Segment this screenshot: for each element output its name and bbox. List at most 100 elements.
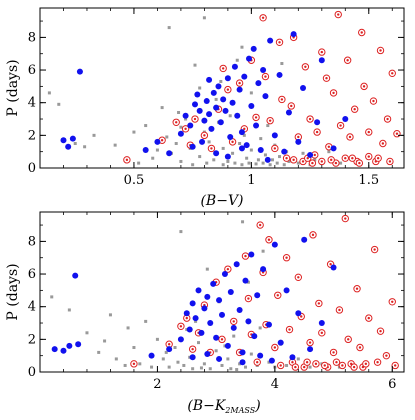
gray-point (167, 26, 171, 30)
blue-point (281, 148, 288, 155)
blue-point (227, 133, 234, 140)
blue-point (201, 117, 208, 124)
red-point (253, 358, 261, 366)
y-tick-label: 0 (28, 161, 36, 176)
x-tick-label: 6 (388, 377, 396, 392)
panel-bottom-ylabel: P (days) (5, 263, 21, 320)
gray-point (85, 331, 89, 335)
red-point (353, 285, 361, 293)
blue-point (251, 333, 258, 340)
gray-point (226, 357, 230, 361)
gray-point (232, 334, 236, 338)
gray-point (160, 106, 164, 110)
red-point (370, 245, 379, 254)
red-point (322, 74, 331, 82)
gray-point (165, 135, 169, 139)
red-point (379, 139, 387, 148)
gray-point (191, 163, 195, 167)
red-point (383, 115, 392, 123)
y-tick-label: 8 (28, 234, 36, 249)
red-point (256, 221, 264, 229)
panel-top-ticks: 0.5 1 1.5 0 2 4 6 8 (28, 8, 404, 188)
red-point (369, 97, 378, 105)
x-tick-label: 1 (247, 173, 255, 188)
red-point (334, 10, 342, 19)
red-point (130, 360, 138, 368)
y-tick-label: 4 (28, 300, 36, 315)
blue-point (271, 132, 278, 139)
red-point (271, 343, 279, 352)
gray-point (167, 365, 171, 369)
x-tick-label: 0.5 (124, 173, 145, 188)
red-point (343, 56, 352, 64)
x-tick-label: 1.5 (358, 173, 379, 188)
blue-point (295, 310, 302, 317)
blue-point (215, 83, 222, 90)
red-point (224, 265, 232, 273)
red-point (282, 154, 291, 162)
gray-point (301, 151, 305, 155)
gray-point (97, 350, 101, 354)
red-point (278, 95, 286, 104)
gray-point (308, 365, 312, 369)
red-point (311, 151, 319, 159)
panel-bottom-xlabel-main: (B−K (187, 398, 226, 414)
blue-point (255, 80, 262, 87)
blue-point (75, 341, 82, 348)
panel-top-frame (39, 7, 405, 169)
y-tick-label: 6 (28, 267, 36, 282)
gray-point (177, 110, 181, 114)
blue-point (342, 116, 349, 123)
blue-point (224, 153, 231, 160)
gray-point (57, 102, 61, 106)
blue-point (177, 130, 184, 137)
blue-point (191, 101, 198, 108)
gray-point (126, 326, 130, 330)
panel-top: 0.5 1 1.5 0 2 4 6 8 P (days) (B−V) (5, 7, 405, 209)
red-point (235, 79, 244, 87)
gray-point (114, 357, 118, 361)
red-point (318, 329, 326, 337)
blue-point (277, 339, 284, 346)
blue-point (265, 321, 272, 328)
blue-point (166, 150, 173, 157)
gray-point (205, 267, 209, 271)
gray-point (282, 163, 286, 167)
y-tick-label: 0 (28, 365, 36, 380)
gray-point (266, 124, 270, 128)
gray-point (198, 86, 202, 90)
gray-point (220, 363, 224, 367)
blue-point (189, 300, 196, 307)
red-point (335, 306, 344, 314)
panel-bottom: 2 4 6 0 2 4 6 8 P (days) (B−K2MASS) (5, 211, 405, 415)
blue-point (330, 145, 337, 152)
y-tick-label: 6 (28, 63, 36, 78)
gray-point (182, 363, 186, 367)
blue-point (210, 89, 217, 96)
blue-point (238, 129, 245, 136)
y-tick-label: 4 (28, 96, 36, 111)
gray-point (176, 360, 180, 364)
red-point (356, 343, 364, 352)
red-point (341, 214, 349, 223)
gray-point (259, 137, 263, 141)
gray-point (249, 148, 253, 152)
red-point (365, 152, 373, 161)
blue-point (189, 354, 196, 361)
blue-point (142, 147, 149, 154)
x-tick-label: 2 (153, 377, 161, 392)
blue-point (260, 266, 267, 273)
blue-point (290, 31, 297, 38)
red-point (329, 348, 338, 357)
blue-point (219, 311, 225, 318)
red-point (308, 159, 317, 167)
blue-point (220, 96, 227, 103)
blue-point (248, 102, 255, 109)
blue-point (216, 297, 223, 304)
red-point (252, 113, 260, 122)
gray-point (256, 158, 260, 162)
y-tick-label: 2 (28, 332, 36, 347)
gray-point (241, 220, 245, 224)
blue-point (276, 71, 283, 78)
blue-point (194, 91, 201, 98)
